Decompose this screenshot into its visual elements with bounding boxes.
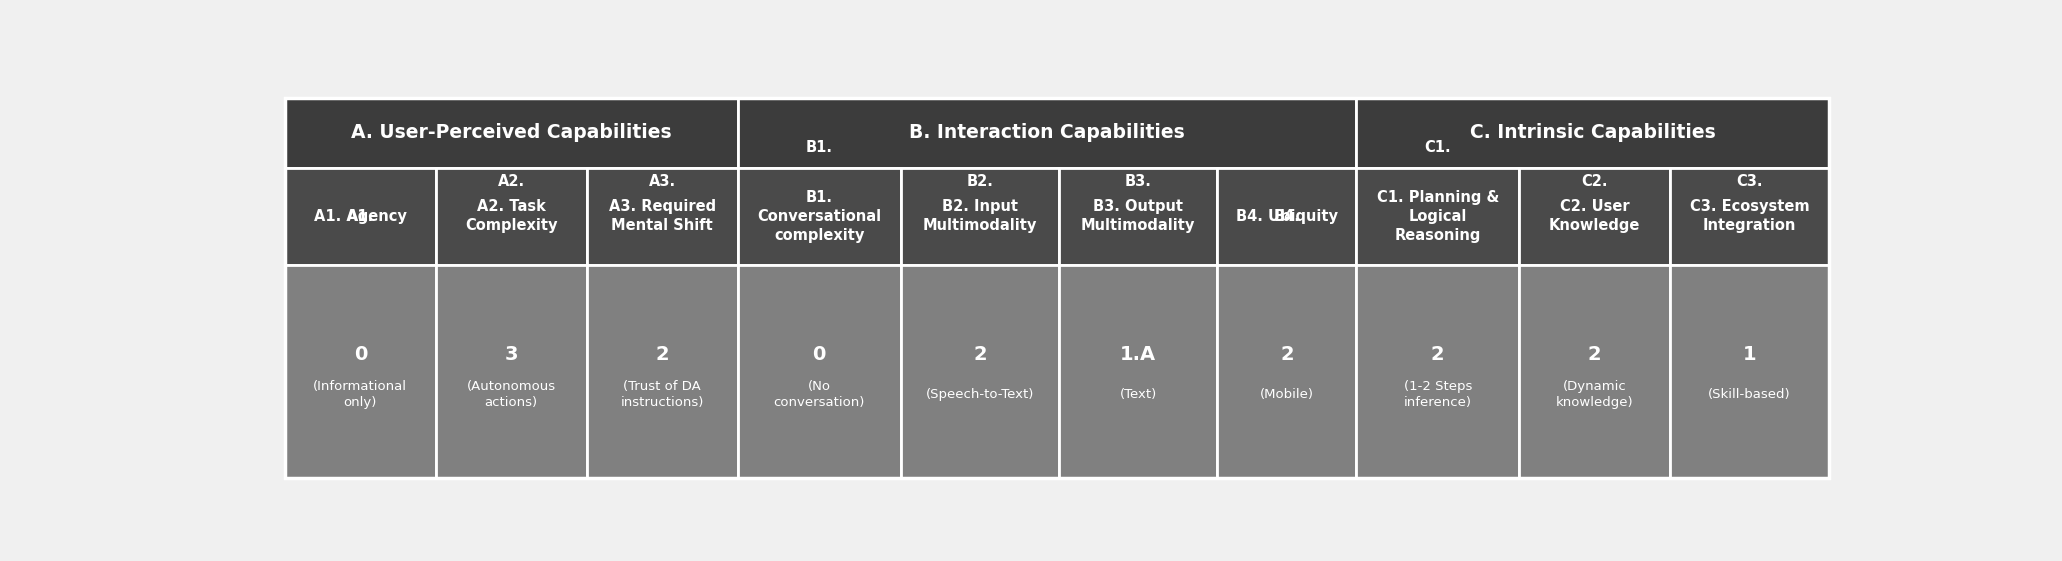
Text: (Informational
only): (Informational only) [313, 380, 408, 410]
Text: C1. Planning &
Logical
Reasoning: C1. Planning & Logical Reasoning [1377, 190, 1499, 243]
Bar [1520, 168, 1670, 265]
Bar [1357, 168, 1520, 265]
Text: C2.: C2. [1582, 174, 1608, 189]
Bar [1357, 98, 1829, 168]
Text: (Trust of DA
instructions): (Trust of DA instructions) [621, 380, 703, 410]
Bar [738, 168, 901, 265]
Text: (1-2 Steps
inference): (1-2 Steps inference) [1404, 380, 1472, 410]
Bar [588, 168, 738, 265]
Bar [1520, 265, 1670, 478]
Text: B1.: B1. [806, 140, 833, 155]
Text: 2: 2 [1281, 344, 1293, 364]
Bar [738, 98, 1357, 168]
Text: 1: 1 [1742, 344, 1757, 364]
Text: 3: 3 [505, 344, 518, 364]
Text: B2.: B2. [967, 174, 994, 189]
Bar [588, 168, 738, 265]
Text: A2. Task
Complexity: A2. Task Complexity [466, 199, 557, 233]
Text: B2. Input
Multimodality: B2. Input Multimodality [922, 199, 1037, 233]
Text: (Dynamic
knowledge): (Dynamic knowledge) [1557, 380, 1633, 410]
Bar [1217, 168, 1357, 265]
Bar [435, 168, 588, 265]
Text: B3.: B3. [1126, 174, 1153, 189]
Text: (Text): (Text) [1120, 388, 1157, 401]
Text: B4.: B4. [1274, 209, 1301, 224]
Bar [1520, 168, 1670, 265]
Text: A1. Agency: A1. Agency [313, 209, 406, 224]
Bar [1670, 168, 1829, 265]
Bar [1357, 168, 1520, 265]
Text: (Speech-to-Text): (Speech-to-Text) [926, 388, 1033, 401]
Text: A. User-Perceived Capabilities: A. User-Perceived Capabilities [351, 123, 672, 142]
Bar [435, 265, 588, 478]
Bar [588, 265, 738, 478]
Text: 1.A: 1.A [1120, 344, 1157, 364]
Text: 0: 0 [355, 344, 367, 364]
Text: (Mobile): (Mobile) [1260, 388, 1313, 401]
Text: C2. User
Knowledge: C2. User Knowledge [1549, 199, 1641, 233]
Text: B1.
Conversational
complexity: B1. Conversational complexity [757, 190, 880, 243]
Bar [1060, 168, 1217, 265]
Bar [1060, 265, 1217, 478]
Text: A3. Required
Mental Shift: A3. Required Mental Shift [608, 199, 716, 233]
Bar [738, 265, 901, 478]
Bar [1670, 265, 1829, 478]
Text: B. Interaction Capabilities: B. Interaction Capabilities [909, 123, 1186, 142]
Bar [1217, 265, 1357, 478]
Bar [738, 168, 901, 265]
Text: (No
conversation): (No conversation) [773, 380, 864, 410]
Text: 2: 2 [1431, 344, 1445, 364]
Bar [285, 265, 435, 478]
Bar [1060, 168, 1217, 265]
Bar [435, 168, 588, 265]
Text: (Skill-based): (Skill-based) [1707, 388, 1790, 401]
Text: B4. Ubiquity: B4. Ubiquity [1235, 209, 1338, 224]
Bar [901, 168, 1060, 265]
Bar [285, 168, 435, 265]
Text: 2: 2 [973, 344, 986, 364]
Text: C3. Ecosystem
Integration: C3. Ecosystem Integration [1689, 199, 1808, 233]
Bar [1357, 265, 1520, 478]
Text: C3.: C3. [1736, 174, 1763, 189]
Text: C. Intrinsic Capabilities: C. Intrinsic Capabilities [1470, 123, 1716, 142]
Text: A2.: A2. [497, 174, 526, 189]
Bar [901, 265, 1060, 478]
Text: (Autonomous
actions): (Autonomous actions) [466, 380, 557, 410]
Bar [1217, 168, 1357, 265]
Bar [285, 98, 1829, 478]
Text: 2: 2 [656, 344, 668, 364]
Bar [285, 98, 738, 168]
Text: 0: 0 [812, 344, 825, 364]
Text: A3.: A3. [650, 174, 676, 189]
Text: C1.: C1. [1425, 140, 1452, 155]
Bar [901, 168, 1060, 265]
Text: A1.: A1. [346, 209, 373, 224]
Text: B3. Output
Multimodality: B3. Output Multimodality [1080, 199, 1196, 233]
Bar [285, 168, 435, 265]
Text: 2: 2 [1588, 344, 1602, 364]
Bar [1670, 168, 1829, 265]
